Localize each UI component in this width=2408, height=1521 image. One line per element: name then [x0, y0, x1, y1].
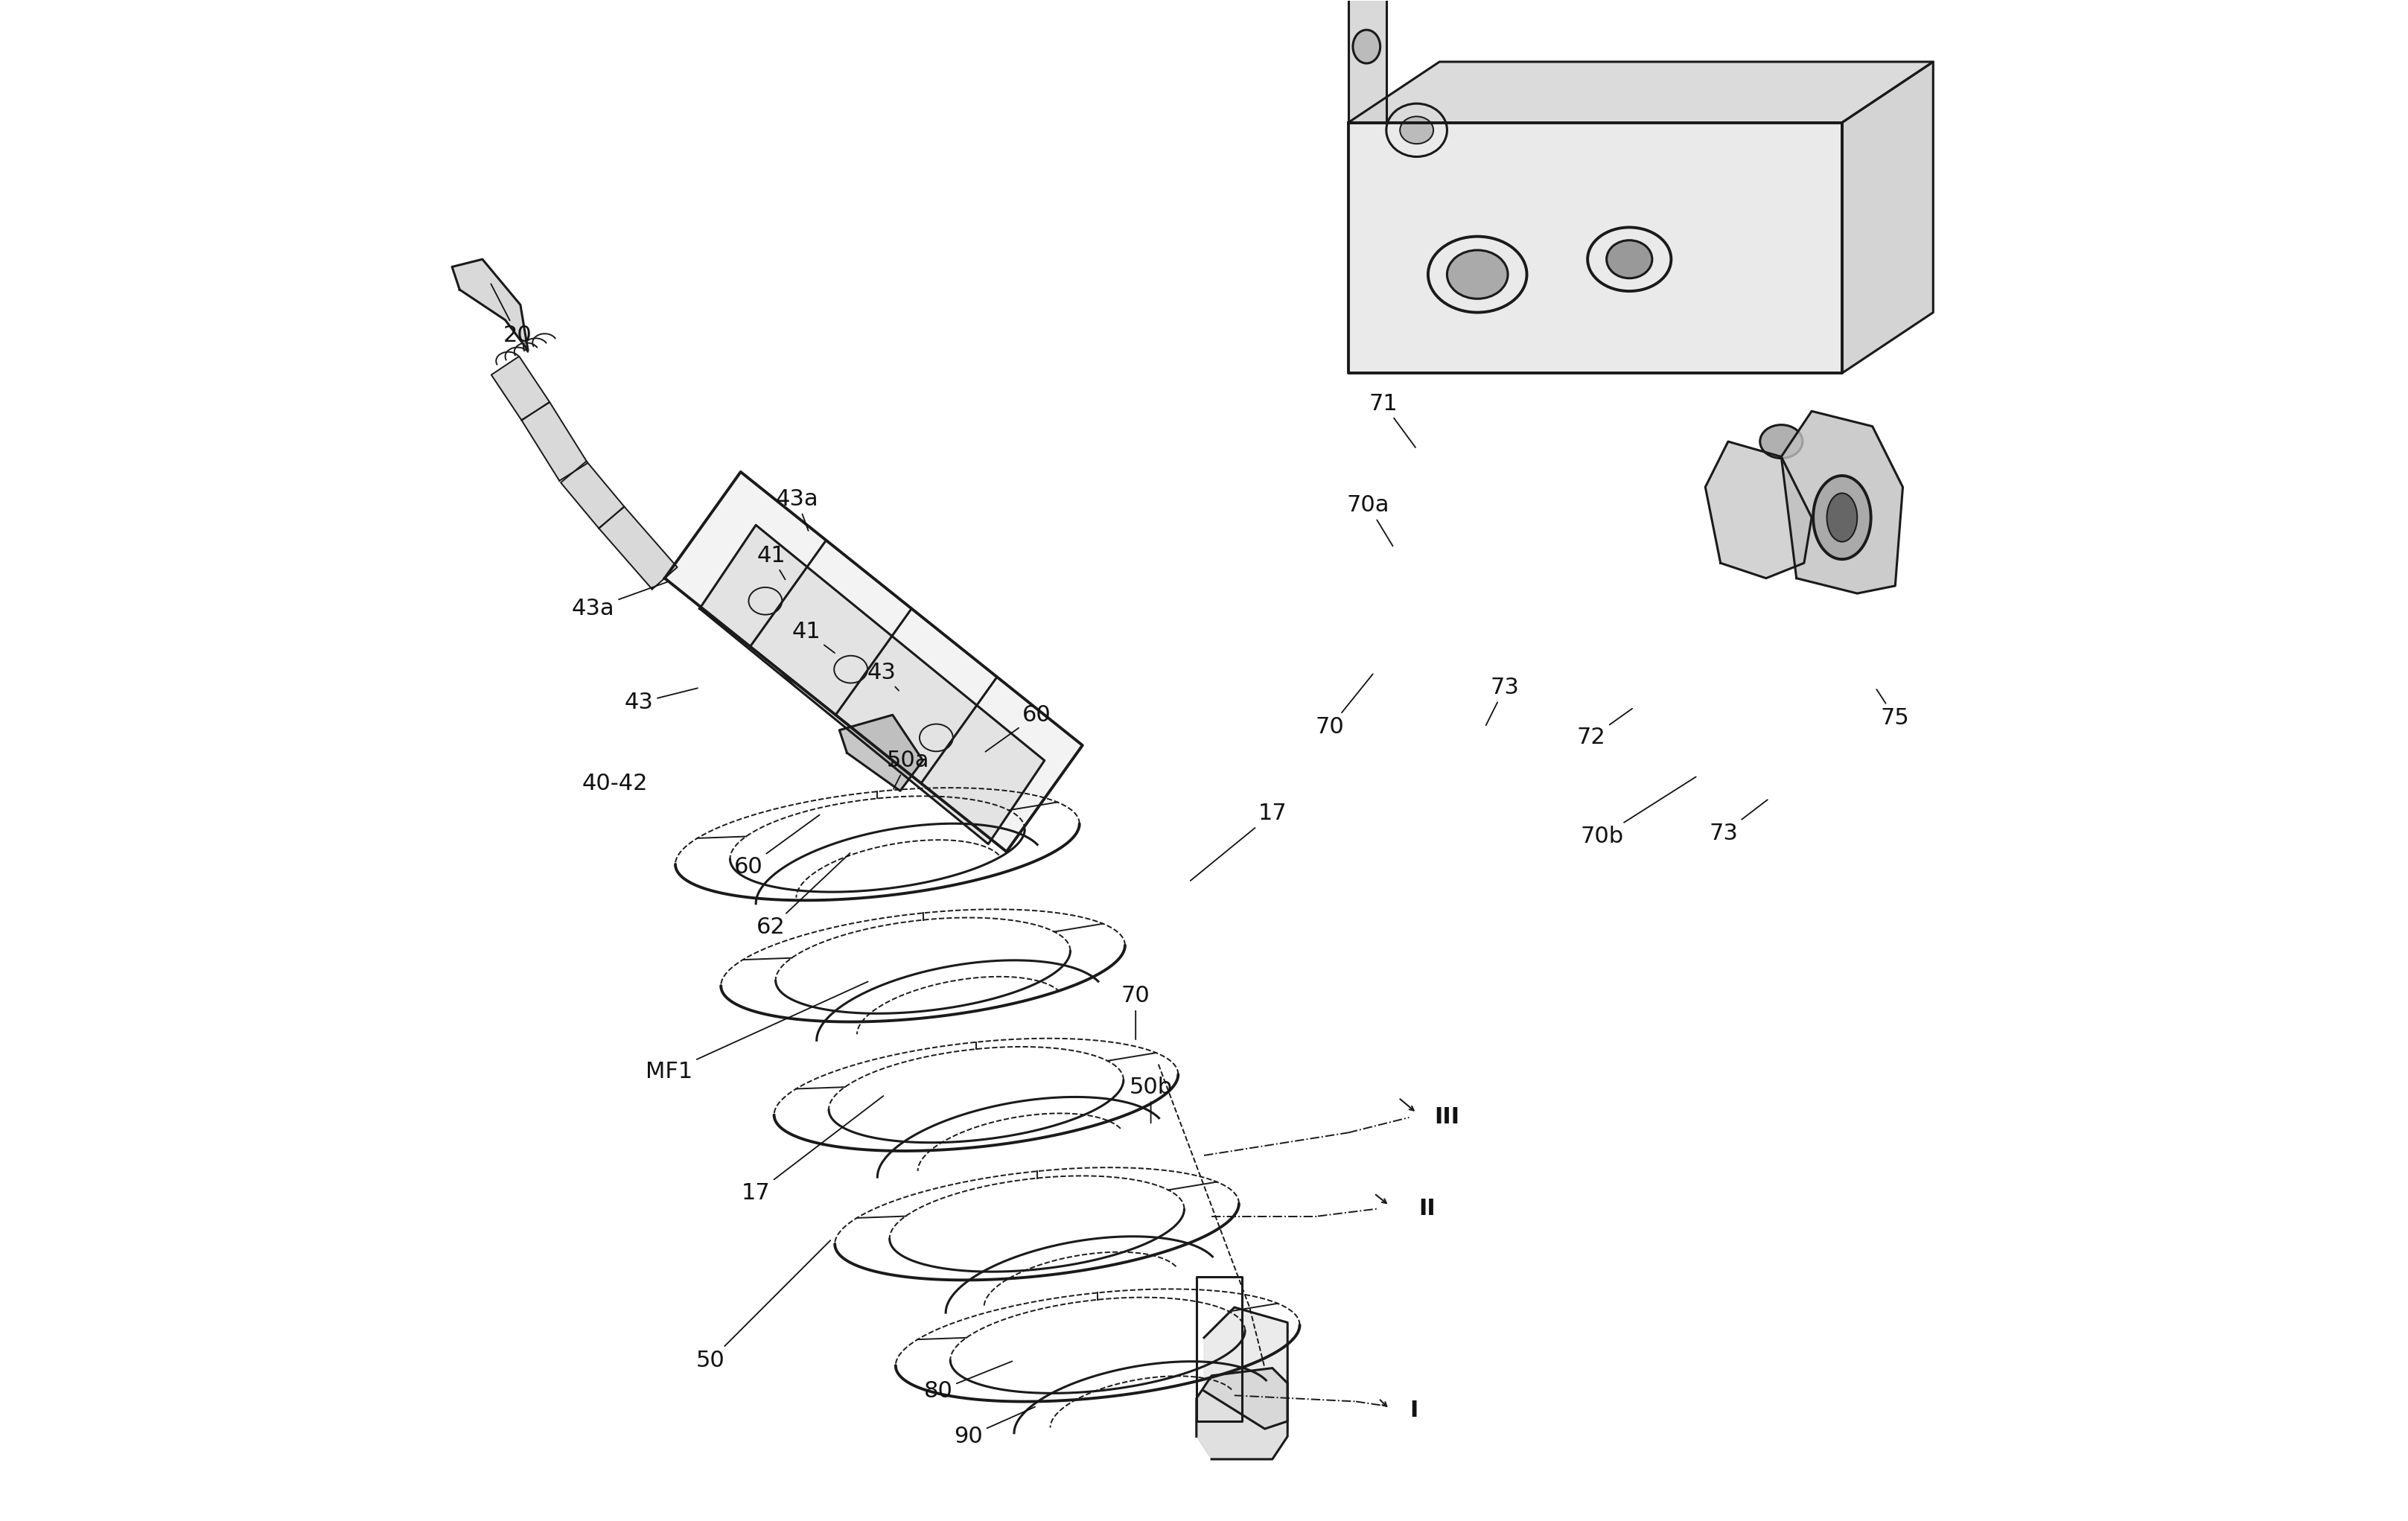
- Ellipse shape: [1606, 240, 1652, 278]
- Text: 41: 41: [792, 621, 836, 653]
- Text: 71: 71: [1368, 392, 1416, 447]
- Text: 43: 43: [867, 662, 898, 691]
- Ellipse shape: [1353, 30, 1380, 64]
- Ellipse shape: [1760, 424, 1804, 458]
- Text: 20: 20: [491, 284, 532, 345]
- Polygon shape: [1348, 0, 1387, 123]
- Polygon shape: [561, 461, 624, 528]
- Polygon shape: [491, 356, 549, 420]
- Text: 50b: 50b: [1129, 1077, 1173, 1122]
- Text: 70: 70: [1315, 674, 1373, 738]
- Text: 70: 70: [1122, 986, 1151, 1039]
- Text: 43: 43: [624, 687, 698, 713]
- Polygon shape: [1782, 411, 1902, 593]
- Polygon shape: [1842, 62, 1934, 373]
- Polygon shape: [453, 259, 527, 350]
- Text: 73: 73: [1486, 677, 1519, 726]
- Polygon shape: [523, 402, 588, 481]
- Text: 50: 50: [696, 1241, 831, 1372]
- Text: 17: 17: [742, 1097, 884, 1205]
- Text: 60: 60: [734, 815, 819, 878]
- Polygon shape: [665, 472, 1084, 852]
- Text: 41: 41: [756, 545, 785, 580]
- Text: 17: 17: [1190, 803, 1286, 881]
- Text: 43a: 43a: [775, 488, 819, 531]
- Polygon shape: [1705, 441, 1811, 578]
- Text: 80: 80: [925, 1361, 1011, 1402]
- Ellipse shape: [1828, 493, 1857, 541]
- Polygon shape: [600, 506, 677, 589]
- Text: MF1: MF1: [645, 981, 867, 1083]
- Polygon shape: [1197, 1367, 1288, 1459]
- Text: 60: 60: [985, 704, 1052, 751]
- Text: 62: 62: [756, 853, 850, 938]
- Text: II: II: [1418, 1199, 1435, 1220]
- Polygon shape: [1348, 62, 1934, 123]
- Text: III: III: [1435, 1107, 1459, 1129]
- Text: 90: 90: [954, 1407, 1035, 1446]
- Polygon shape: [1204, 1308, 1288, 1428]
- Text: 75: 75: [1876, 689, 1910, 729]
- Ellipse shape: [1447, 249, 1507, 298]
- Text: 50a: 50a: [886, 750, 929, 789]
- Text: 72: 72: [1577, 709, 1633, 748]
- Text: 43a: 43a: [571, 583, 667, 619]
- Ellipse shape: [1399, 117, 1433, 144]
- Text: 70a: 70a: [1346, 494, 1392, 546]
- Polygon shape: [701, 525, 1045, 844]
- Polygon shape: [840, 715, 922, 791]
- Polygon shape: [1348, 123, 1842, 373]
- Text: I: I: [1409, 1399, 1418, 1422]
- Text: 40-42: 40-42: [583, 773, 648, 794]
- Text: 73: 73: [1710, 800, 1767, 844]
- Text: 70b: 70b: [1580, 777, 1695, 847]
- Ellipse shape: [1813, 476, 1871, 560]
